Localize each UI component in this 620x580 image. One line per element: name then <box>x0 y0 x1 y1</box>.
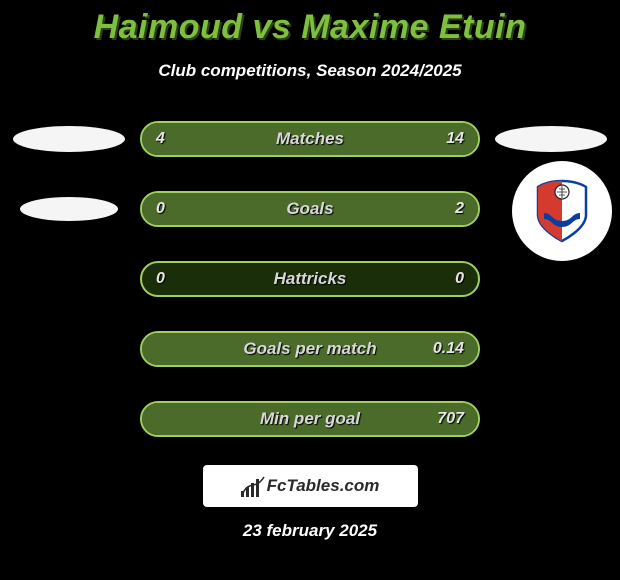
page-subtitle: Club competitions, Season 2024/2025 <box>0 61 620 81</box>
stat-label: Goals per match <box>142 339 478 359</box>
right-team-slot <box>494 249 608 309</box>
stat-label: Matches <box>142 129 478 149</box>
left-team-slot <box>12 319 126 379</box>
club-badge <box>512 161 612 261</box>
stat-bar: Min per goal 707 <box>140 401 480 437</box>
right-team-slot <box>494 389 608 449</box>
stat-value-right: 0 <box>455 270 464 288</box>
stat-bar: 0 Hattricks 0 <box>140 261 480 297</box>
comparison-card: Haimoud vs Maxime Etuin Club competition… <box>0 0 620 541</box>
fctables-logo: FcTables.com <box>241 475 380 497</box>
stat-bar: Goals per match 0.14 <box>140 331 480 367</box>
left-team-slot <box>12 389 126 449</box>
bar-chart-icon <box>241 475 265 497</box>
right-team-slot <box>494 109 608 169</box>
stat-bar: 0 Goals 2 <box>140 191 480 227</box>
stat-label: Min per goal <box>142 409 478 429</box>
stat-row: 4 Matches 14 <box>0 109 620 169</box>
left-team-slot <box>12 109 126 169</box>
stats-block: 4 Matches 14 0 Goals 2 <box>0 109 620 449</box>
brand-box[interactable]: FcTables.com <box>203 465 418 507</box>
stat-row: Min per goal 707 <box>0 389 620 449</box>
team-ellipse-icon <box>20 197 118 221</box>
stat-label: Hattricks <box>142 269 478 289</box>
stat-value-right: 0.14 <box>433 340 464 358</box>
team-ellipse-icon <box>13 126 125 152</box>
team-ellipse-icon <box>495 126 607 152</box>
shield-icon <box>534 179 590 243</box>
stat-label: Goals <box>142 199 478 219</box>
stat-row: 0 Hattricks 0 <box>0 249 620 309</box>
left-team-slot <box>12 249 126 309</box>
date-label: 23 february 2025 <box>0 521 620 541</box>
stat-value-right: 707 <box>437 410 464 428</box>
left-team-slot <box>12 179 126 239</box>
brand-text: FcTables.com <box>267 476 380 496</box>
right-team-slot <box>494 319 608 379</box>
page-title: Haimoud vs Maxime Etuin <box>0 8 620 47</box>
stat-row: Goals per match 0.14 <box>0 319 620 379</box>
stat-bar: 4 Matches 14 <box>140 121 480 157</box>
stat-value-right: 2 <box>455 200 464 218</box>
stat-value-right: 14 <box>446 130 464 148</box>
